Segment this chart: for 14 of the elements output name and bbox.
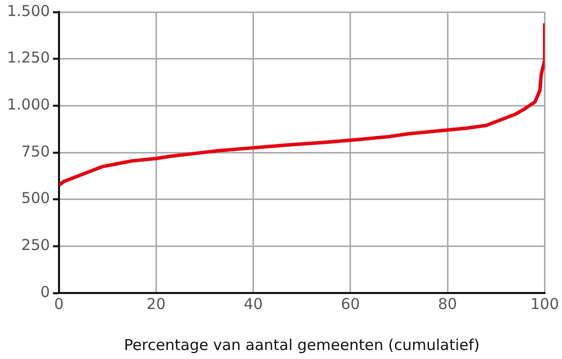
y-tick-label: 0 xyxy=(40,282,50,301)
x-tick-label: 80 xyxy=(438,294,458,313)
x-axis-title: Percentage van aantal gemeenten (cumulatief) xyxy=(124,336,480,354)
x-tick-label: 20 xyxy=(146,294,166,313)
y-tick-label: 1.500 xyxy=(6,2,50,20)
x-tick-label: 100 xyxy=(530,294,560,313)
y-tick-label: 250 xyxy=(21,236,50,254)
x-tick-label: 40 xyxy=(244,294,263,313)
y-tick-label: 500 xyxy=(21,189,50,208)
x-tick-label: 0 xyxy=(54,294,64,313)
y-tick-label: 1.250 xyxy=(6,48,50,67)
y-tick-label: 1.000 xyxy=(6,96,50,114)
y-tick-label: 750 xyxy=(21,142,50,160)
x-tick-label: 60 xyxy=(340,294,360,313)
